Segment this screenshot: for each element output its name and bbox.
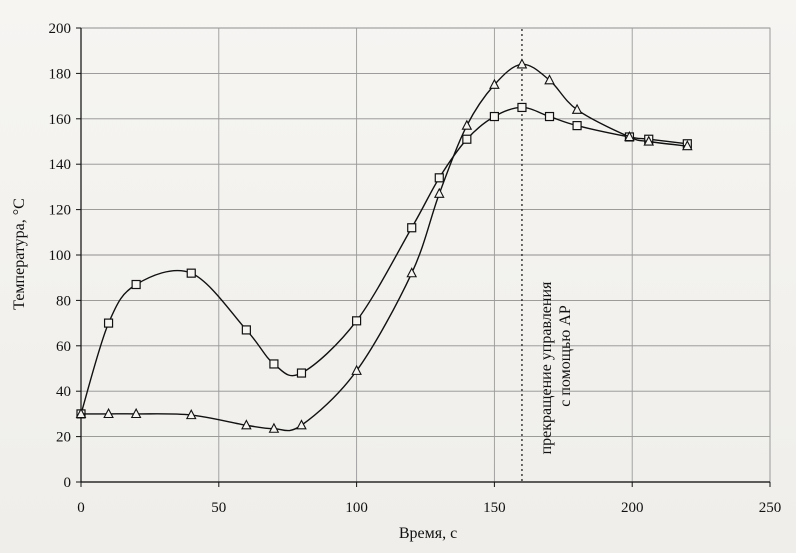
y-tick-label: 20 [56, 430, 71, 446]
triangle-data-point [75, 407, 87, 419]
series-layer [75, 58, 693, 433]
x-tick-label: 150 [483, 500, 506, 516]
annotation-line-2: с помощью АР [557, 305, 574, 407]
square-data-point [489, 111, 499, 122]
square-data-point [186, 268, 196, 278]
y-tick-label: 40 [56, 384, 71, 400]
square-data-point [269, 359, 279, 369]
square-data-point [434, 173, 444, 183]
annotation-layer: прекращение управления с помощью АР [521, 29, 574, 482]
y-tick-label: 80 [56, 293, 71, 309]
x-tick-label: 100 [345, 500, 368, 516]
x-tick-label: 50 [211, 500, 226, 516]
triangle-data-point [516, 58, 528, 69]
triangle-data-point [406, 267, 418, 278]
triangle-data-point [624, 130, 635, 142]
square-series [76, 102, 692, 419]
triangle-data-point [489, 78, 500, 89]
annotation-line-1: прекращение управления [538, 281, 555, 454]
square-data-point [103, 318, 114, 328]
x-tick-label: 0 [77, 500, 85, 516]
square-data-point [131, 279, 141, 290]
triangle-series [75, 58, 693, 433]
y-tick-label: 0 [64, 475, 72, 491]
square-data-point [241, 325, 251, 335]
x-tick-label: 200 [621, 500, 644, 516]
y-tick-label: 160 [49, 112, 72, 128]
square-data-point [517, 102, 527, 113]
x-tick-label: 250 [759, 500, 782, 516]
triangle-data-point [241, 419, 252, 430]
square-data-point [352, 316, 362, 326]
triangle-data-point [130, 407, 142, 419]
square-data-point [462, 134, 472, 144]
triangle-data-point [351, 364, 362, 375]
square-data-point [296, 368, 307, 378]
triangle-data-point [571, 103, 583, 114]
square-data-point [544, 111, 555, 122]
y-tick-label: 60 [56, 339, 71, 355]
y-axis-label: Температура, °С [11, 198, 28, 310]
triangle-data-point [185, 409, 197, 420]
x-axis-label: Время, с [399, 525, 457, 542]
triangle-data-point [268, 422, 280, 433]
square-data-point [407, 223, 417, 233]
y-tick-label: 100 [49, 248, 72, 264]
triangle-data-point [296, 419, 307, 430]
y-tick-label: 120 [49, 203, 72, 219]
triangle-data-point [461, 119, 473, 130]
triangle-data-point [544, 74, 555, 85]
axis-layer: 0 20 40 60 80 100 120 140 160 180 200 0 50 100 150 200 2… [49, 21, 782, 516]
y-tick-label: 180 [49, 66, 72, 82]
triangle-data-point [433, 187, 445, 198]
square-data-point [572, 121, 582, 131]
triangle-data-point [643, 135, 655, 146]
square-series-line [80, 106, 689, 415]
y-tick-label: 200 [49, 21, 72, 37]
triangle-data-point [682, 140, 693, 151]
triangle-data-point [103, 407, 114, 419]
y-tick-label: 140 [49, 157, 72, 173]
